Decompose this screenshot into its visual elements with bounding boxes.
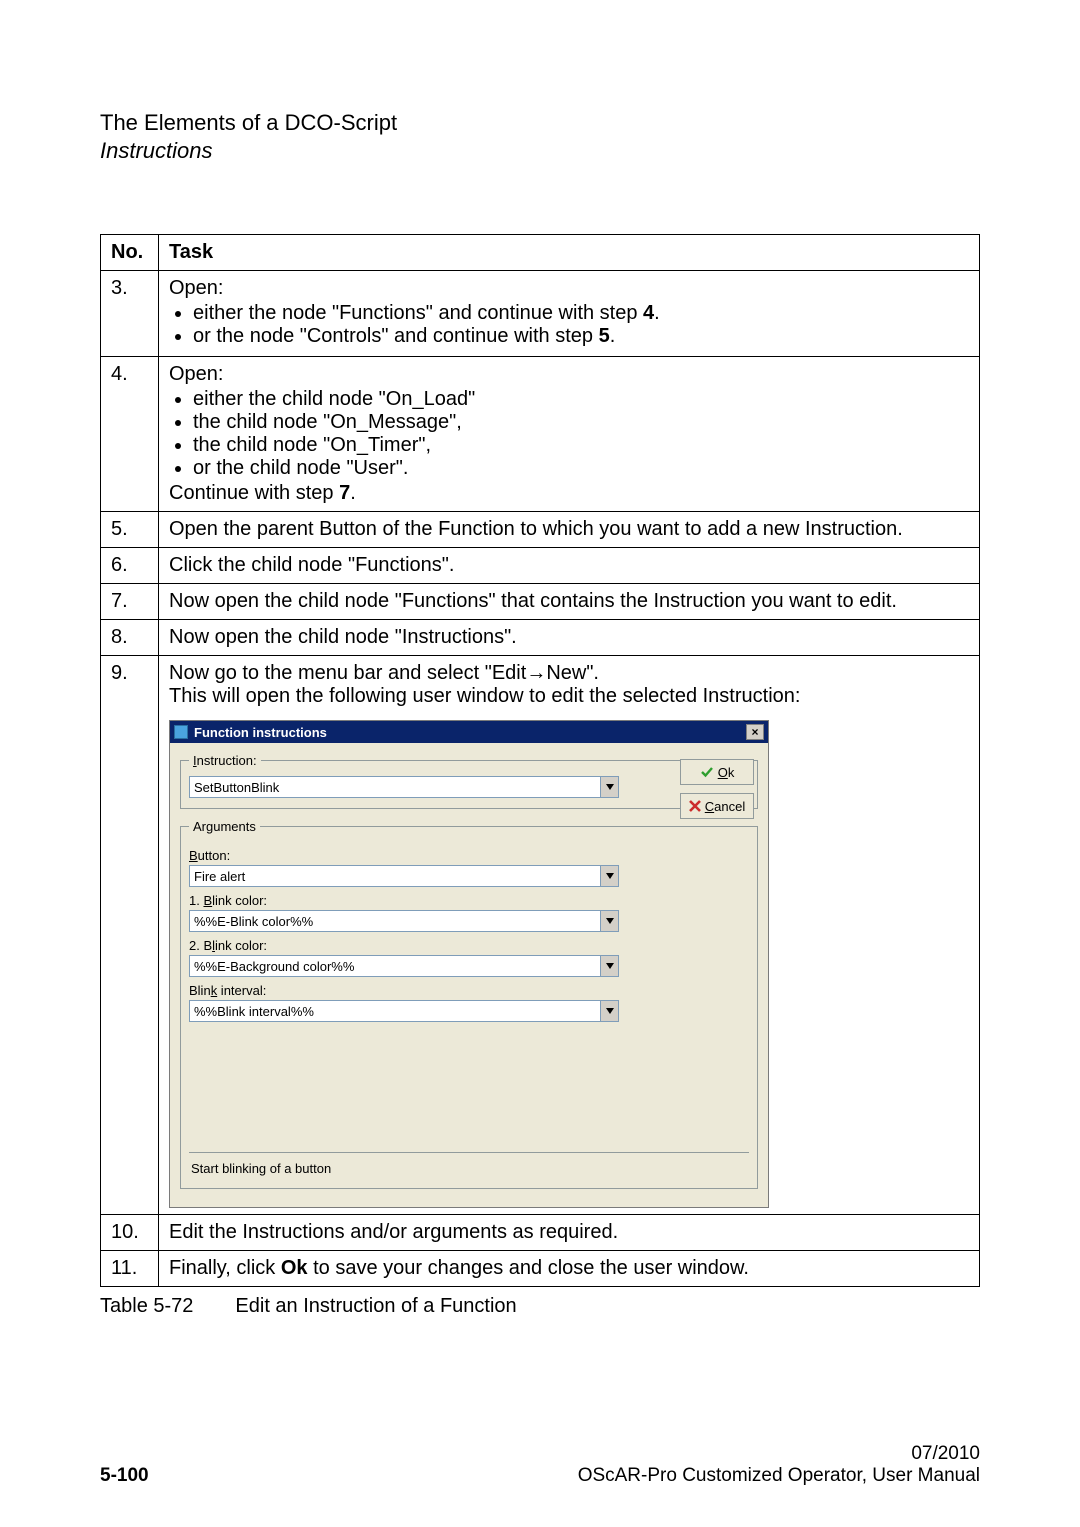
- row-task: Now go to the menu bar and select "Edit→…: [159, 656, 980, 1215]
- step9-line1: Now go to the menu bar and select "Edit→…: [169, 662, 969, 685]
- row-task: Open: either the child node "On_Load" th…: [159, 357, 980, 512]
- dialog-title: Function instructions: [194, 725, 327, 740]
- instruction-fieldset: Instruction:: [180, 753, 758, 809]
- dropdown-button[interactable]: [600, 777, 618, 797]
- table-row: 10. Edit the Instructions and/or argumen…: [101, 1215, 980, 1251]
- table-header-row: No. Task: [101, 235, 980, 271]
- dropdown-button[interactable]: [600, 956, 618, 976]
- chevron-down-icon: [606, 873, 614, 879]
- function-instructions-dialog: Function instructions × Ok Cancel: [169, 720, 769, 1208]
- page-subtitle: Instructions: [100, 138, 980, 164]
- page: The Elements of a DCO-Script Instruction…: [0, 0, 1080, 1527]
- chevron-down-icon: [606, 963, 614, 969]
- chevron-down-icon: [606, 1008, 614, 1014]
- table-row: 11. Finally, click Ok to save your chang…: [101, 1251, 980, 1287]
- check-icon: [700, 765, 714, 779]
- interval-combo[interactable]: [189, 1000, 619, 1022]
- list-item: the child node "On_Timer",: [193, 434, 969, 457]
- row-no: 11.: [101, 1251, 159, 1287]
- blink2-input[interactable]: [190, 956, 600, 976]
- field-label: 2. Blink color:: [189, 938, 749, 953]
- list-item: or the child node "User".: [193, 457, 969, 480]
- cancel-button[interactable]: Cancel: [680, 793, 754, 819]
- field-label: Blink interval:: [189, 983, 749, 998]
- row-no: 9.: [101, 656, 159, 1215]
- footer-right: 07/2010 OScAR-Pro Customized Operator, U…: [578, 1443, 980, 1487]
- dialog-titlebar: Function instructions ×: [170, 721, 768, 743]
- button-combo[interactable]: [189, 865, 619, 887]
- row-no: 6.: [101, 548, 159, 584]
- step9-line2: This will open the following user window…: [169, 685, 969, 708]
- row-no: 7.: [101, 584, 159, 620]
- table-row: 5. Open the parent Button of the Functio…: [101, 512, 980, 548]
- blink2-combo[interactable]: [189, 955, 619, 977]
- row-task: Click the child node "Functions".: [159, 548, 980, 584]
- field-label: 1. Blink color:: [189, 893, 749, 908]
- bullet-list: either the child node "On_Load" the chil…: [193, 388, 969, 480]
- table-row: 7. Now open the child node "Functions" t…: [101, 584, 980, 620]
- footer-manual: OScAR-Pro Customized Operator, User Manu…: [578, 1465, 980, 1487]
- blink1-combo[interactable]: [189, 910, 619, 932]
- x-icon: [689, 800, 701, 812]
- arguments-legend: Arguments: [189, 819, 260, 834]
- field-label: Button:: [189, 848, 749, 863]
- row-task: Open: either the node "Functions" and co…: [159, 271, 980, 357]
- ok-label: Ok: [718, 765, 735, 780]
- arrow-icon: →: [526, 662, 546, 684]
- continue-text: Continue with step 7.: [169, 482, 356, 504]
- row-no: 4.: [101, 357, 159, 512]
- col-no: No.: [101, 235, 159, 271]
- chevron-down-icon: [606, 918, 614, 924]
- caption-label: Table 5-72: [100, 1295, 193, 1317]
- row-no: 8.: [101, 620, 159, 656]
- instruction-input[interactable]: [190, 777, 600, 797]
- list-item: or the node "Controls" and continue with…: [193, 325, 969, 348]
- list-item: either the node "Functions" and continue…: [193, 302, 969, 325]
- table-row: 8. Now open the child node "Instructions…: [101, 620, 980, 656]
- blink1-input[interactable]: [190, 911, 600, 931]
- footer-date: 07/2010: [578, 1443, 980, 1465]
- list-item: either the child node "On_Load": [193, 388, 969, 411]
- caption-text: Edit an Instruction of a Function: [235, 1295, 516, 1317]
- row-no: 5.: [101, 512, 159, 548]
- ok-button[interactable]: Ok: [680, 759, 754, 785]
- page-number: 5-100: [100, 1465, 149, 1487]
- table-row: 6. Click the child node "Functions".: [101, 548, 980, 584]
- dropdown-button[interactable]: [600, 911, 618, 931]
- dialog-body: Ok Cancel Instruction:: [170, 743, 768, 1207]
- interval-input[interactable]: [190, 1001, 600, 1021]
- table-caption: Table 5-72 Edit an Instruction of a Funct…: [100, 1295, 980, 1318]
- table-row: 4. Open: either the child node "On_Load"…: [101, 357, 980, 512]
- close-button[interactable]: ×: [746, 724, 764, 740]
- arguments-fieldset: Arguments Button: 1. Blink color:: [180, 819, 758, 1189]
- cancel-label: Cancel: [705, 799, 745, 814]
- table-row: 3. Open: either the node "Functions" and…: [101, 271, 980, 357]
- list-item: the child node "On_Message",: [193, 411, 969, 434]
- row-task: Now open the child node "Instructions".: [159, 620, 980, 656]
- table-row: 9. Now go to the menu bar and select "Ed…: [101, 656, 980, 1215]
- page-title: The Elements of a DCO-Script: [100, 110, 980, 136]
- dialog-description: Start blinking of a button: [189, 1152, 749, 1178]
- dropdown-button[interactable]: [600, 1001, 618, 1021]
- col-task: Task: [159, 235, 980, 271]
- row-task: Finally, click Ok to save your changes a…: [159, 1251, 980, 1287]
- bullet-list: either the node "Functions" and continue…: [193, 302, 969, 348]
- button-input[interactable]: [190, 866, 600, 886]
- row-task: Open the parent Button of the Function t…: [159, 512, 980, 548]
- open-label: Open:: [169, 277, 223, 299]
- chevron-down-icon: [606, 784, 614, 790]
- instruction-legend: Instruction:: [189, 753, 261, 768]
- task-table: No. Task 3. Open: either the node "Funct…: [100, 234, 980, 1287]
- row-task: Edit the Instructions and/or arguments a…: [159, 1215, 980, 1251]
- dropdown-button[interactable]: [600, 866, 618, 886]
- row-no: 3.: [101, 271, 159, 357]
- open-label: Open:: [169, 363, 223, 385]
- row-no: 10.: [101, 1215, 159, 1251]
- dialog-app-icon: [174, 725, 188, 739]
- row-task: Now open the child node "Functions" that…: [159, 584, 980, 620]
- instruction-combo[interactable]: [189, 776, 619, 798]
